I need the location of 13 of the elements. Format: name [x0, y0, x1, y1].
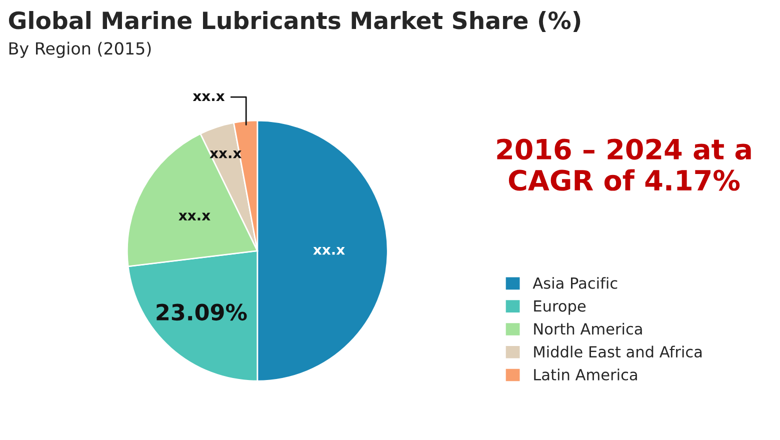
legend-label: Asia Pacific — [532, 277, 618, 289]
data-label: xx.x — [178, 212, 210, 220]
data-label: 23.09% — [156, 304, 247, 321]
chart-subtitle: By Region (2015) — [9, 42, 151, 58]
data-label: xx.x — [192, 93, 225, 101]
legend-label: North America — [534, 322, 642, 335]
legend-label: Latin America — [534, 368, 637, 380]
data-label: xx.x — [313, 247, 345, 255]
data-label: xx.x — [210, 150, 242, 158]
legend-label: Middle East and Africa — [534, 346, 702, 358]
text: 2016 – 2024 at a CAGR of 4.17% — [497, 138, 751, 191]
legend-label: Europe — [534, 300, 586, 315]
chart-title: Global Marine Lubricants Market Share (%) — [8, 11, 580, 32]
